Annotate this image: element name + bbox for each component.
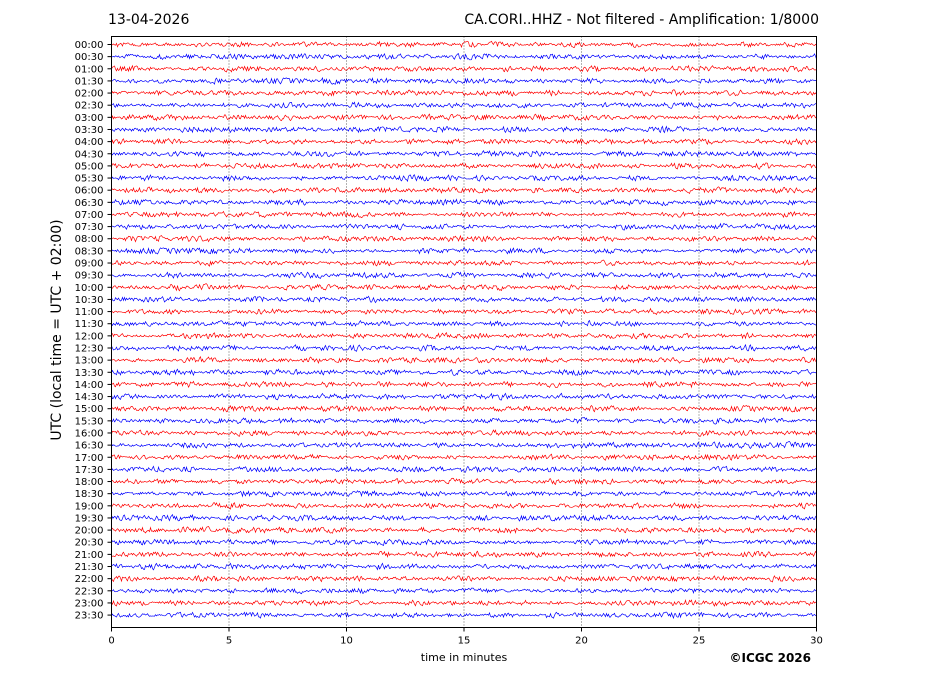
date-label: 13-04-2026 <box>108 12 190 28</box>
y-tick-label: 12:00 <box>75 331 104 342</box>
x-tick-label: 20 <box>575 636 588 647</box>
y-tick-label: 18:30 <box>75 489 104 500</box>
trace-0630 <box>111 198 817 207</box>
y-tick-label: 08:00 <box>75 234 104 245</box>
trace-1030 <box>111 295 817 304</box>
y-tick-label: 17:00 <box>75 453 104 464</box>
trace-1130 <box>111 319 817 328</box>
x-axis-label: time in minutes <box>420 651 508 664</box>
y-tick-label: 09:30 <box>75 271 104 282</box>
chart-title: CA.CORI..HHZ - Not filtered - Amplificat… <box>464 12 819 28</box>
y-tick-label: 03:00 <box>75 113 104 124</box>
y-tick-label: 15:30 <box>75 416 104 427</box>
y-tick-label: 04:30 <box>75 149 104 160</box>
y-tick-label: 21:30 <box>75 562 104 573</box>
trace-2030 <box>111 538 817 547</box>
y-tick-label: 07:00 <box>75 210 104 221</box>
y-tick-label: 14:00 <box>75 380 104 391</box>
plot-frame <box>111 36 817 628</box>
y-tick-label: 18:00 <box>75 477 104 488</box>
y-tick-label: 01:30 <box>75 76 104 87</box>
y-tick-label: 02:00 <box>75 89 104 100</box>
trace-0230 <box>111 101 817 109</box>
y-tick-label: 03:30 <box>75 125 104 136</box>
y-tick-label: 19:30 <box>75 513 104 524</box>
x-tick-label: 25 <box>693 636 706 647</box>
y-axis-label: UTC (local time = UTC + 02:00) <box>49 219 65 441</box>
y-tick-label: 13:00 <box>75 356 104 367</box>
y-tick-label: 09:00 <box>75 259 104 270</box>
y-tick-label: 22:30 <box>75 586 104 597</box>
trace-1230 <box>111 343 817 352</box>
y-tick-label: 23:30 <box>75 611 104 622</box>
y-tick-label: 06:00 <box>75 186 104 197</box>
y-tick-label: 14:30 <box>75 392 104 403</box>
x-tick-label: 15 <box>458 636 471 647</box>
x-tick-label: 10 <box>340 636 353 647</box>
y-tick-label: 10:00 <box>75 283 104 294</box>
y-tick-label: 21:00 <box>75 550 104 561</box>
y-tick-label: 23:00 <box>75 598 104 609</box>
y-tick-label: 01:00 <box>75 64 104 75</box>
x-tick-label: 0 <box>108 636 114 647</box>
y-tick-label: 16:00 <box>75 428 104 439</box>
y-tick-label: 10:30 <box>75 295 104 306</box>
y-tick-label: 19:00 <box>75 501 104 512</box>
trace-2130 <box>111 562 817 571</box>
trace-1000 <box>111 283 817 292</box>
y-tick-label: 22:00 <box>75 574 104 585</box>
x-tick-label: 30 <box>810 636 823 647</box>
y-tick-label: 05:00 <box>75 161 104 172</box>
y-tick-label: 00:00 <box>75 40 104 51</box>
trace-2230 <box>111 587 817 595</box>
y-tick-label: 05:30 <box>75 174 104 185</box>
y-tick-label: 16:30 <box>75 441 104 452</box>
y-tick-label: 12:30 <box>75 344 104 355</box>
trace-0000 <box>111 40 817 49</box>
y-tick-label: 02:30 <box>75 101 104 112</box>
trace-1300 <box>111 356 817 365</box>
y-tick-label: 15:00 <box>75 404 104 415</box>
y-tick-label: 04:00 <box>75 137 104 148</box>
y-tick-label: 13:30 <box>75 368 104 379</box>
y-tick-label: 07:30 <box>75 222 104 233</box>
y-tick-label: 00:30 <box>75 52 104 63</box>
copyright-label: ©ICGC 2026 <box>729 651 811 665</box>
y-tick-label: 11:00 <box>75 307 104 318</box>
y-tick-label: 20:00 <box>75 526 104 537</box>
y-tick-label: 08:30 <box>75 246 104 257</box>
y-tick-label: 11:30 <box>75 319 104 330</box>
y-tick-label: 17:30 <box>75 465 104 476</box>
trace-0330 <box>111 125 817 134</box>
y-tick-label: 20:30 <box>75 538 104 549</box>
x-tick-label: 5 <box>226 636 232 647</box>
y-tick-label: 06:30 <box>75 198 104 209</box>
